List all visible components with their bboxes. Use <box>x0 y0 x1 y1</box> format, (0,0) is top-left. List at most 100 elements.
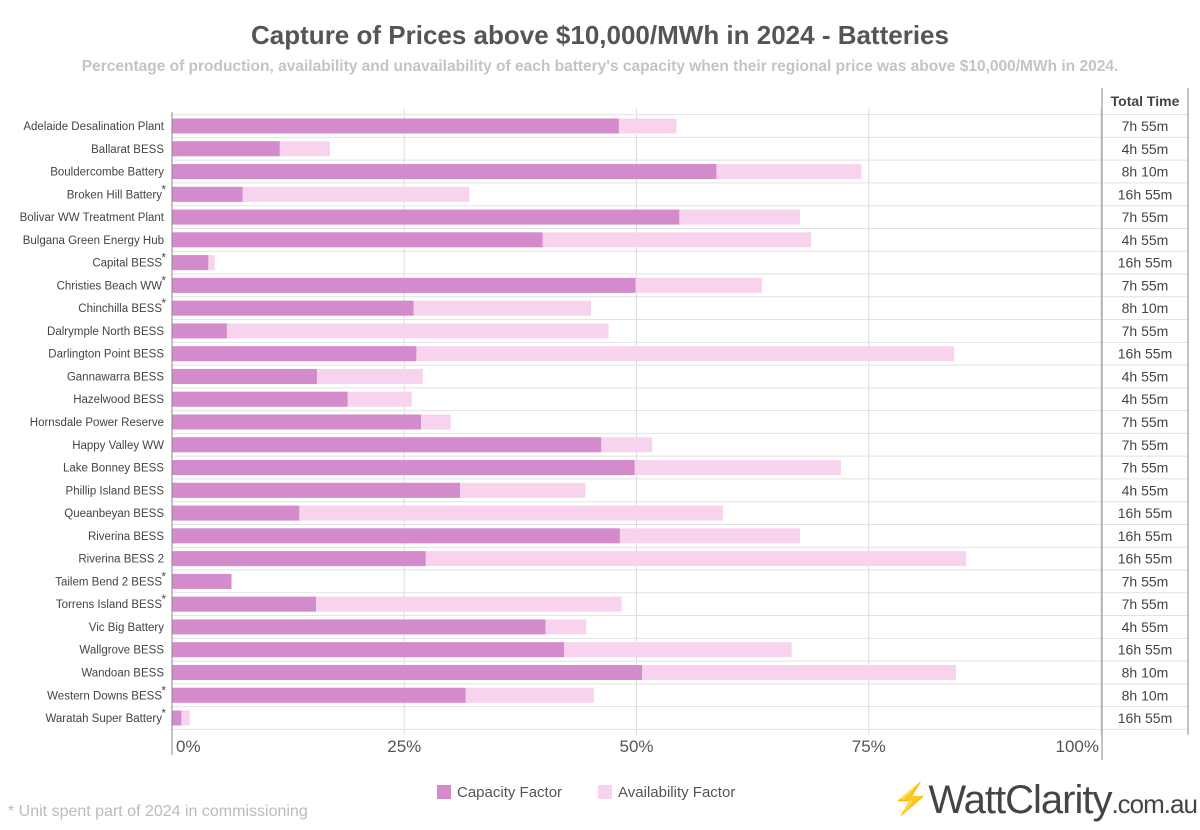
category-label: Christies Beach WW <box>57 280 163 292</box>
total-time-cell: 7h 55m <box>1122 573 1169 589</box>
x-tick-label: 0% <box>176 737 201 756</box>
bar-capacity <box>172 687 466 703</box>
bar-capacity <box>172 596 316 612</box>
bar-capacity <box>172 255 209 271</box>
bar-capacity <box>172 346 417 362</box>
total-time-cell: 16h 55m <box>1118 186 1172 202</box>
legend-label: Capacity Factor <box>457 784 563 801</box>
total-time-cell: 4h 55m <box>1122 482 1169 498</box>
bar-capacity <box>172 300 414 316</box>
total-time-cell: 8h 10m <box>1122 164 1169 180</box>
total-time-cell: 7h 55m <box>1122 209 1169 225</box>
total-time-cell: 7h 55m <box>1122 460 1169 476</box>
bar-capacity <box>172 528 620 544</box>
lightbulb-bolt-icon: ⚡ <box>892 783 929 816</box>
x-tick-label: 100% <box>1056 737 1099 756</box>
category-label: Adelaide Desalination Plant <box>23 121 164 133</box>
legend: Capacity Factor Availability Factor <box>437 784 735 801</box>
bar-capacity <box>172 277 636 293</box>
logo-suffix: .com.au <box>1111 789 1197 819</box>
chart-title: Capture of Prices above $10,000/MWh in 2… <box>251 20 949 50</box>
bar-capacity <box>172 482 460 498</box>
chart-subtitle: Percentage of production, availability a… <box>81 58 1119 75</box>
category-label: Capital BESS <box>92 258 162 270</box>
total-time-cell: 7h 55m <box>1122 596 1169 612</box>
commissioning-asterisk: * <box>162 594 167 606</box>
category-label: Queanbeyan BESS <box>64 508 164 520</box>
bar-availability <box>172 186 470 202</box>
x-tick-label: 50% <box>619 737 653 756</box>
category-label: Chinchilla BESS <box>78 303 162 315</box>
total-time-cell: 4h 55m <box>1122 619 1169 635</box>
bar-capacity <box>172 164 717 180</box>
bar-capacity <box>172 573 232 589</box>
bar-capacity <box>172 209 680 225</box>
bar-capacity <box>172 323 227 339</box>
bar-capacity <box>172 414 421 430</box>
bar-availability <box>172 505 723 521</box>
total-time-cell: 7h 55m <box>1122 277 1169 293</box>
category-label: Tailem Bend 2 BESS <box>55 576 162 588</box>
category-label: Wandoan BESS <box>81 667 164 679</box>
category-label: Torrens Island BESS <box>56 599 162 611</box>
total-time-cell: 4h 55m <box>1122 232 1169 248</box>
total-time-cell: 8h 10m <box>1122 687 1169 703</box>
bar-capacity <box>172 437 602 453</box>
bar-capacity <box>172 664 643 680</box>
commissioning-asterisk: * <box>162 298 167 310</box>
category-label: Bolivar WW Treatment Plant <box>20 212 165 224</box>
total-time-cell: 16h 55m <box>1118 710 1172 726</box>
commissioning-asterisk: * <box>162 253 167 265</box>
category-label: Phillip Island BESS <box>66 485 165 497</box>
total-time-cell: 4h 55m <box>1122 368 1169 384</box>
category-label: Bouldercombe Battery <box>50 167 164 179</box>
total-time-cell: 16h 55m <box>1118 505 1172 521</box>
total-time-cell: 7h 55m <box>1122 118 1169 134</box>
bar-capacity <box>172 232 543 248</box>
bar-capacity <box>172 505 300 521</box>
total-time-cell: 7h 55m <box>1122 323 1169 339</box>
legend-label: Availability Factor <box>618 784 736 801</box>
commissioning-asterisk: * <box>162 571 167 583</box>
bar-availability <box>172 323 609 339</box>
category-label: Hornsdale Power Reserve <box>30 417 164 429</box>
category-label: Waratah Super Battery <box>45 713 162 725</box>
category-label: Gannawarra BESS <box>67 371 164 383</box>
total-time-cell: 16h 55m <box>1118 528 1172 544</box>
total-time-cell: 4h 55m <box>1122 141 1169 157</box>
logo-text: WattClarity <box>928 778 1112 822</box>
total-time-cell: 16h 55m <box>1118 642 1172 658</box>
legend-swatch-availability <box>598 785 613 799</box>
logo: ⚡WattClarity.com.au <box>892 778 1198 823</box>
category-label: Vic Big Battery <box>89 622 164 634</box>
total-time-cell: 8h 10m <box>1122 664 1169 680</box>
category-label: Wallgrove BESS <box>79 645 164 657</box>
commissioning-asterisk: * <box>162 708 167 720</box>
bar-capacity <box>172 368 317 384</box>
total-time-cell: 8h 10m <box>1122 300 1169 316</box>
category-label: Dalrymple North BESS <box>47 326 164 338</box>
total-time-cell: 16h 55m <box>1118 551 1172 567</box>
category-label: Broken Hill Battery <box>67 189 162 201</box>
bar-capacity <box>172 141 280 157</box>
legend-availability: Availability Factor <box>598 784 735 801</box>
category-label: Western Downs BESS <box>47 690 162 702</box>
bar-capacity <box>172 391 348 407</box>
x-tick-label: 25% <box>387 737 421 756</box>
bar-capacity <box>172 118 619 134</box>
category-label: Bulgana Green Energy Hub <box>23 235 164 247</box>
legend-swatch-capacity <box>437 785 451 799</box>
category-label: Riverina BESS <box>88 531 164 543</box>
bar-capacity <box>172 710 182 726</box>
category-label: Riverina BESS 2 <box>78 554 164 566</box>
category-label: Darlington Point BESS <box>48 349 164 361</box>
category-label: Hazelwood BESS <box>73 394 164 406</box>
commissioning-asterisk: * <box>162 184 167 196</box>
total-time-cell: 16h 55m <box>1118 255 1172 271</box>
bar-capacity <box>172 619 546 635</box>
bar-capacity <box>172 186 243 202</box>
total-time-cell: 7h 55m <box>1122 437 1169 453</box>
category-label: Ballarat BESS <box>91 144 164 156</box>
commissioning-asterisk: * <box>162 275 167 287</box>
